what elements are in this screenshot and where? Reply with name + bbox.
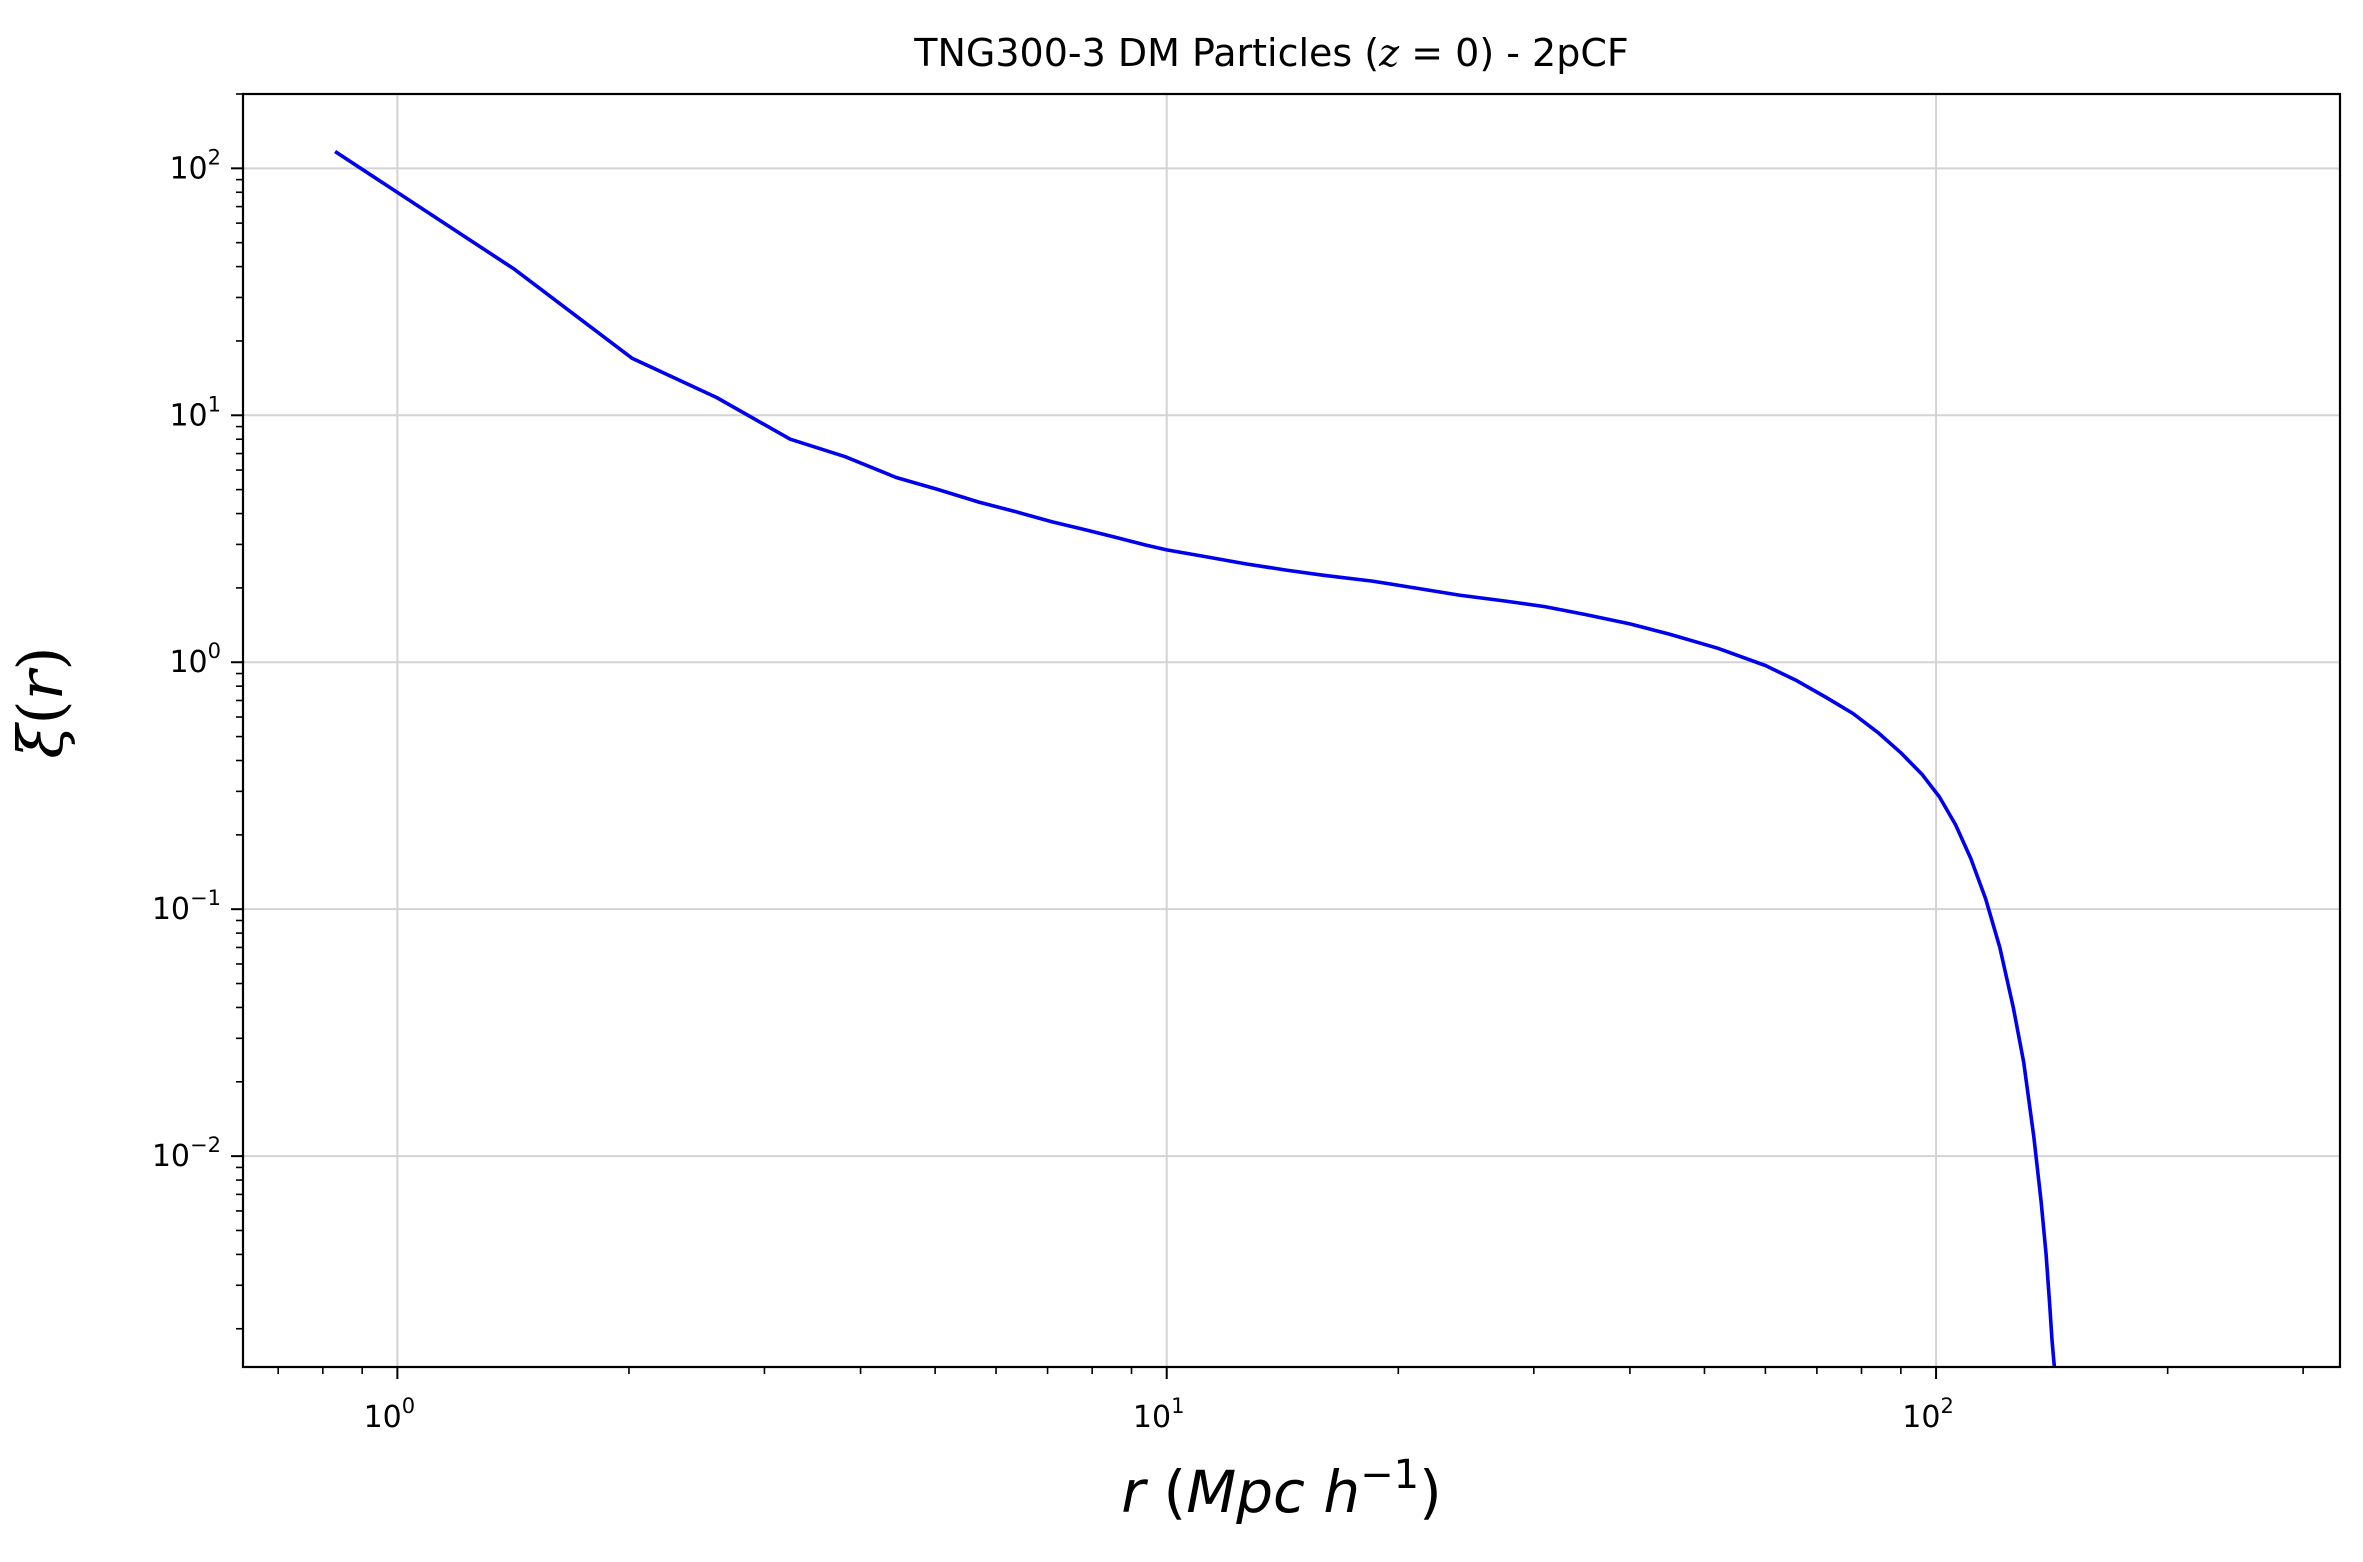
plot-area xyxy=(334,149,2057,1368)
title-pre: TNG300-3 DM Particles ( xyxy=(913,31,1379,75)
x-tick-label: 102 xyxy=(1902,1394,1954,1435)
x-axis-label: r (Mpc h−1) xyxy=(1121,1452,1442,1526)
axes-frame xyxy=(241,92,2342,1369)
title-var: z xyxy=(1378,31,1400,75)
xlabel-exp: −1 xyxy=(1360,1452,1419,1498)
ylabel-close: ) xyxy=(4,646,77,670)
x-tick-label: 101 xyxy=(1133,1394,1185,1435)
grid-lines xyxy=(243,94,2340,1367)
ylabel-var: r xyxy=(4,667,77,700)
y-tick-label: 10−1 xyxy=(152,886,221,927)
y-tick-label: 100 xyxy=(169,639,221,680)
title-post: ) - 2pCF xyxy=(1479,31,1628,75)
xlabel-open: ( xyxy=(1145,1458,1186,1526)
xlabel-var: r xyxy=(1121,1458,1148,1526)
ylabel-open: ( xyxy=(4,700,77,724)
title-eq: = 0 xyxy=(1399,31,1479,75)
series-line xyxy=(334,149,2057,1368)
xlabel-close: ) xyxy=(1419,1458,1442,1526)
y-axis-label: ξ(r) xyxy=(4,646,77,758)
y-tick-label: 101 xyxy=(169,392,221,433)
major-ticks xyxy=(231,167,1938,1379)
y-tick-label: 10−2 xyxy=(152,1133,221,1174)
minor-ticks xyxy=(236,93,2304,1374)
x-tick-label: 100 xyxy=(364,1394,416,1435)
xlabel-unit: Mpc h xyxy=(1186,1458,1360,1526)
tick-labels: 100 101 102 102 101 100 10−1 10−2 xyxy=(152,145,1954,1435)
chart-title: TNG300-3 DM Particles (z = 0) - 2pCF xyxy=(913,31,1628,75)
ylabel-sym: ξ xyxy=(4,722,77,759)
y-tick-label: 102 xyxy=(169,145,221,186)
